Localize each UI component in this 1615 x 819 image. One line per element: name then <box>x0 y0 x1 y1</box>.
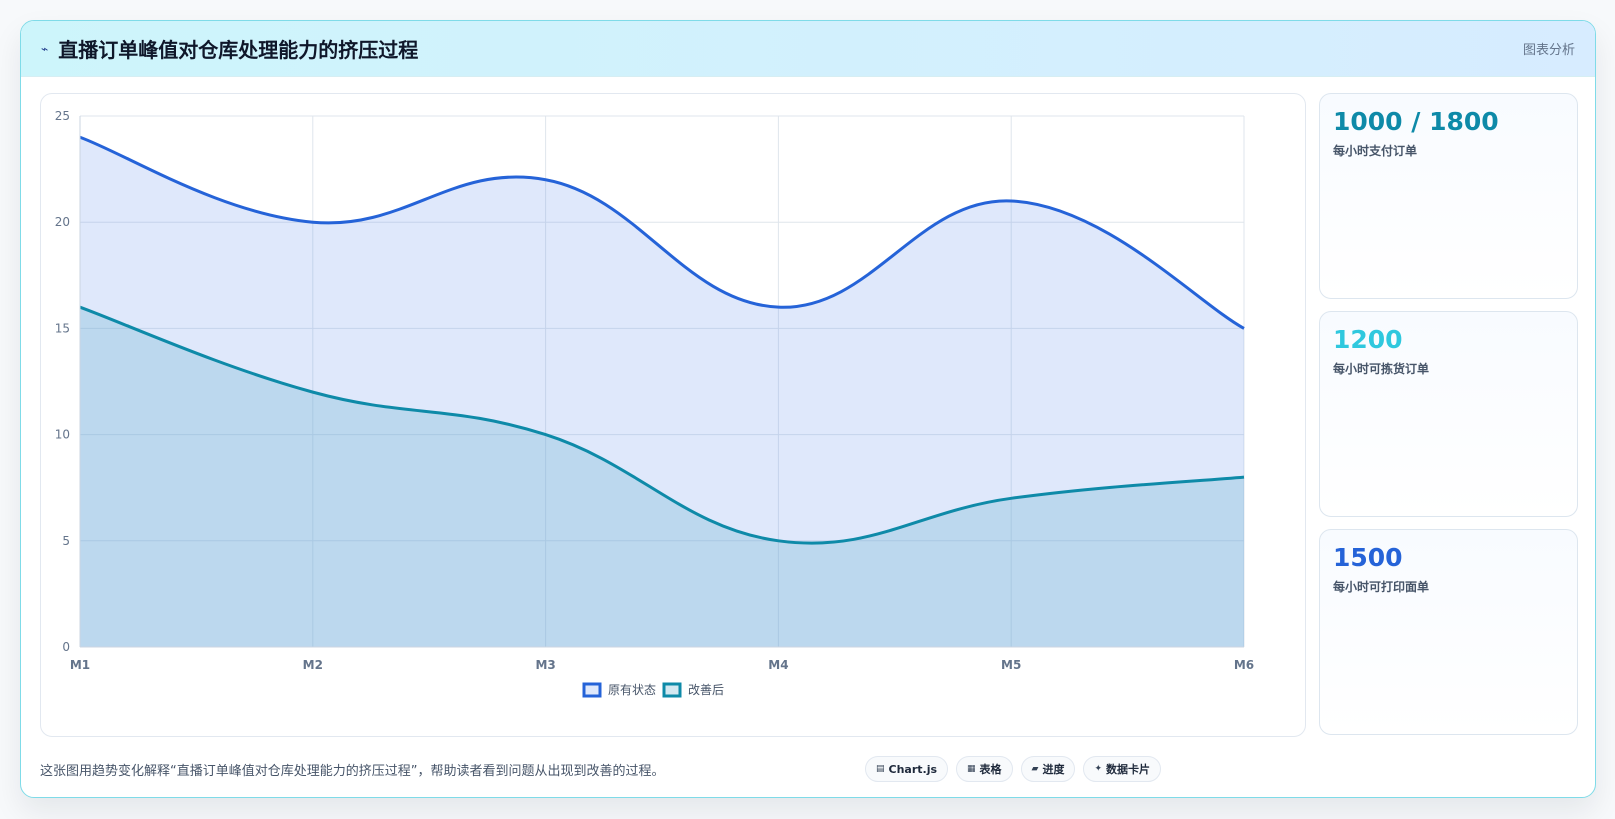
legend-swatch-0 <box>582 682 602 698</box>
stat-label: 每小时可拣货订单 <box>1333 361 1430 376</box>
stat-value: 1000 / 1800 <box>1333 107 1499 136</box>
stat-value: 1500 <box>1333 543 1403 572</box>
x-tick-label: M3 <box>535 658 555 672</box>
card-footer: 这张图用趋势变化解释“直播订单峰值对仓库处理能力的挤压过程”，帮助读者看到问题从… <box>40 751 1578 787</box>
stat-card-picking-capacity: 1200 每小时可拣货订单 <box>1319 311 1578 517</box>
legend-swatch-1 <box>662 682 682 698</box>
series-area-0 <box>80 137 1244 648</box>
progress-icon: ▰ <box>1031 764 1039 774</box>
y-tick-label: 10 <box>55 428 70 442</box>
x-tick-label: M5 <box>1001 658 1021 672</box>
chart-icon: ▤ <box>876 764 885 774</box>
chip-chartjs[interactable]: ▤ Chart.js <box>865 756 949 782</box>
series-line-1 <box>79 305 1245 545</box>
stat-value: 1200 <box>1333 325 1403 354</box>
x-tick-label: M2 <box>303 658 323 672</box>
chip-label: 进度 <box>1042 763 1065 776</box>
y-tick-label: 20 <box>55 215 70 229</box>
chip-list: ▤ Chart.js ▦ 表格 ▰ 进度 ✦ 数据卡片 <box>865 756 1162 782</box>
y-tick-label: 15 <box>55 321 70 335</box>
x-tick-label: M1 <box>70 658 90 672</box>
chip-label: 表格 <box>979 763 1002 776</box>
legend-label-1: 改善后 <box>688 682 724 697</box>
y-tick-label: 0 <box>62 640 70 654</box>
area-chart: 0 5 10 15 20 25 M1 M2 M3 M4 M5 M6 原有状态 改善后 <box>55 109 1254 698</box>
legend-label-0: 原有状态 <box>608 683 656 697</box>
x-tick-label: M4 <box>768 658 788 672</box>
y-tick-label: 5 <box>62 534 70 548</box>
chart-footnote: 这张图用趋势变化解释“直播订单峰值对仓库处理能力的挤压过程”，帮助读者看到问题从… <box>40 763 665 779</box>
chip-label: Chart.js <box>888 762 938 776</box>
pulse-icon: ⌁ <box>41 41 49 56</box>
card-icon: ✦ <box>1094 764 1103 774</box>
stat-cards: 1000 / 1800 每小时支付订单 1200 每小时可拣货订单 1500 每… <box>1319 93 1578 747</box>
stat-card-paid-orders: 1000 / 1800 每小时支付订单 <box>1319 93 1578 299</box>
series-area-1 <box>80 307 1244 647</box>
x-tick-label: M6 <box>1234 658 1254 672</box>
chip-progress[interactable]: ▰ 进度 <box>1020 756 1076 782</box>
chart-card: ⌁ 直播订单峰值对仓库处理能力的挤压过程 图表分析 0 5 10 15 20 25 M1 M2… <box>20 20 1596 798</box>
stat-card-label-printing: 1500 每小时可打印面单 <box>1319 529 1578 735</box>
card-header: ⌁ 直播订单峰值对仓库处理能力的挤压过程 图表分析 <box>21 21 1595 77</box>
y-tick-label: 25 <box>55 109 70 123</box>
chart-panel: 0 5 10 15 20 25 M1 M2 M3 M4 M5 M6 原有状态 改善后 <box>40 93 1306 737</box>
header-tag: 图表分析 <box>1522 43 1575 58</box>
stat-label: 每小时可打印面单 <box>1333 579 1430 594</box>
stat-label: 每小时支付订单 <box>1333 143 1418 158</box>
chip-label: 数据卡片 <box>1106 763 1151 776</box>
page-title: 直播订单峰值对仓库处理能力的挤压过程 <box>58 38 419 62</box>
chip-data-card[interactable]: ✦ 数据卡片 <box>1083 756 1162 782</box>
series-line-0 <box>79 135 1245 330</box>
table-icon: ▦ <box>967 764 976 774</box>
chip-table[interactable]: ▦ 表格 <box>956 756 1013 782</box>
title-wrap: ⌁ 直播订单峰值对仓库处理能力的挤压过程 <box>41 34 418 63</box>
